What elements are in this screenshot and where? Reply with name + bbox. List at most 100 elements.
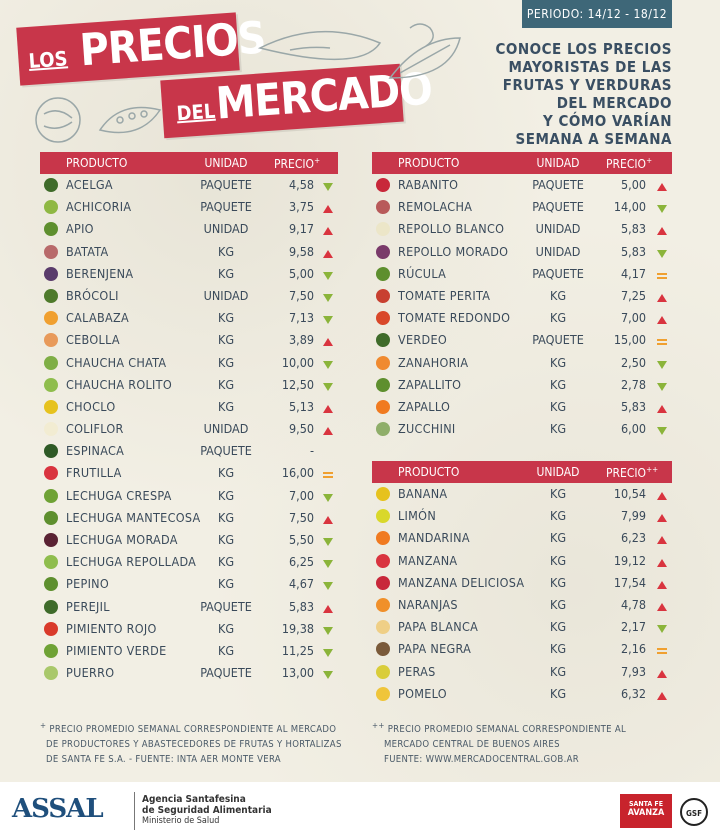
product-name: TOMATE REDONDO [398,310,511,326]
product-color-dot [44,621,58,636]
santafe-line: AVANZA [627,808,665,818]
product-unit: KG [217,620,235,636]
product-price: 7,50 [288,287,314,303]
product-name: PEPINO [66,576,110,592]
product-price: 9,50 [288,421,314,437]
product-unit: PAQUETE [200,443,252,459]
footnote-right: ++ PRECIO PROMEDIO SEMANAL CORRESPONDIEN… [372,718,626,767]
product-name: PIMIENTO VERDE [66,642,167,658]
product-color-dot [44,466,58,481]
product-unit: KG [549,663,567,679]
product-price: 15,00 [613,332,646,348]
product-unit: PAQUETE [532,177,584,192]
header-precio-sup: + [646,156,653,165]
trend-equal-icon [656,335,668,346]
product-color-dot [376,355,390,370]
product-unit: KG [549,287,567,303]
product-price: 3,75 [288,199,314,215]
product-name: ZANAHORIA [398,354,469,370]
footnote-marker: + [40,721,47,730]
table-row: LECHUGA MORADA KG 5,50 [40,529,338,551]
table-row: ZAPALLO KG 5,83 [372,396,672,418]
product-price: 2,78 [620,376,646,392]
product-name: LECHUGA CRESPA [66,487,172,503]
title-precios: PRECIOS [78,12,267,77]
table-row: PUERRO PAQUETE 13,00 [40,662,338,684]
product-name: CHOCLO [66,398,116,414]
product-price: 19,12 [613,552,646,568]
header-precio-sup: + [314,156,321,165]
trend-up-icon [322,224,334,236]
agency-line: Agencia Santafesina [142,794,246,805]
trend-down-icon [322,668,334,680]
product-color-dot [376,620,390,635]
product-color-dot [44,510,58,525]
product-unit: KG [549,596,567,612]
vegetables-table-left: PRODUCTO UNIDAD PRECIO+ ACELGA PAQUETE 4,5… [40,152,338,684]
product-name: BANANA [398,486,448,501]
trend-up-icon [656,402,668,413]
product-price: 4,67 [288,576,314,592]
table-body: ACELGA PAQUETE 4,58 ACHICORIA PAQUETE 3,75 API… [40,174,338,684]
product-price: 9,58 [288,243,314,259]
table-row: BERENJENA KG 5,00 [40,263,338,285]
product-unit: UNIDAD [203,421,249,437]
product-name: LECHUGA REPOLLADA [66,554,197,570]
header-unidad: UNIDAD [204,156,248,170]
trend-up-icon [322,602,334,613]
trend-down-icon [322,646,334,657]
title-los: LOS [27,46,69,73]
product-unit: KG [549,398,567,414]
table-row: MANDARINA KG 6,23 [372,527,672,549]
product-price: 6,32 [620,685,646,701]
product-color-dot [44,266,58,281]
product-unit: PAQUETE [532,332,584,348]
product-color-dot [376,422,390,437]
trend-down-icon [322,624,334,635]
header-unidad: UNIDAD [536,465,580,479]
product-unit: PAQUETE [200,199,252,215]
header-precio: PRECIO+ [606,156,652,171]
product-unit: PAQUETE [200,177,252,192]
trend-up-icon [656,180,668,191]
product-price: 6,25 [288,554,314,570]
product-color-dot [44,200,58,215]
product-color-dot [44,555,58,570]
product-price: 2,16 [620,641,646,657]
subtitle-line: FRUTAS Y VERDURAS [502,76,672,94]
product-color-dot [376,597,390,612]
trend-up-icon [656,578,668,589]
product-price: 3,89 [288,332,314,348]
trend-up-icon [656,291,668,302]
product-unit: KG [217,465,235,481]
product-unit: KG [549,685,567,701]
product-unit: UNIDAD [203,221,249,237]
product-unit: PAQUETE [532,265,584,281]
product-price: 7,50 [288,509,314,525]
header-precio: PRECIO++ [606,465,658,480]
product-color-dot [376,664,390,679]
product-color-dot [44,178,58,192]
trend-up-icon [656,224,668,236]
footnote-line: FUENTE: WWW.MERCADOCENTRAL.GOB.AR [384,754,579,766]
product-unit: UNIDAD [535,221,581,237]
product-unit: PAQUETE [200,598,252,614]
product-price: 5,83 [288,598,314,614]
product-name: VERDEO [398,332,448,348]
product-price: 7,13 [288,310,314,326]
trend-up-icon [656,689,668,700]
product-price: 2,50 [620,354,646,370]
footnote-text: PRECIO PROMEDIO SEMANAL CORRESPONDIENTE … [387,724,627,736]
header-producto: PRODUCTO [398,465,460,479]
product-color-dot [376,487,390,501]
table-row: ZUCCHINI KG 6,00 [372,418,672,440]
product-unit: KG [217,376,235,392]
product-color-dot [44,533,58,547]
product-color-dot [44,288,58,303]
table-row: CEBOLLA KG 3,89 [40,329,338,351]
table-row: RÚCULA PAQUETE 4,17 [372,263,672,285]
product-name: REMOLACHA [398,199,473,215]
footnote-line: + PRECIO PROMEDIO SEMANAL CORRESPONDIENT… [40,718,342,737]
table-row: APIO UNIDAD 9,17 [40,218,338,240]
